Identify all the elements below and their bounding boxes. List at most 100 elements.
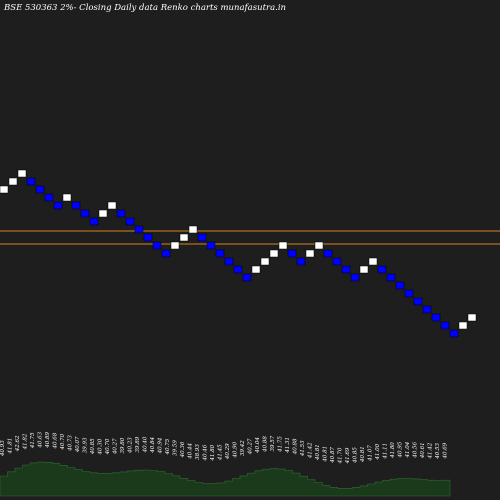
renko-brick-up <box>458 321 468 330</box>
volume-label: 40.73 <box>68 435 74 452</box>
renko-brick-down <box>386 273 396 282</box>
renko-brick-down <box>206 241 216 250</box>
renko-brick-down <box>161 249 171 258</box>
renko-brick-down <box>287 249 297 258</box>
volume-label: 41.69 <box>345 447 351 464</box>
volume-label: 39.93 <box>83 437 89 453</box>
renko-brick-up <box>251 265 261 274</box>
volume-label: 40.95 <box>398 441 404 458</box>
volume-label: 41.80 <box>210 444 216 461</box>
volume-label: 40.88 <box>263 436 269 453</box>
renko-brick-up <box>260 257 270 266</box>
volume-label: 40.70 <box>105 438 111 455</box>
volume-label: 40.23 <box>128 437 134 454</box>
renko-brick-down <box>395 281 405 290</box>
volume-label: 39.89 <box>135 436 141 452</box>
renko-brick-down <box>422 305 432 314</box>
renko-brick-down <box>341 265 351 274</box>
volume-shape <box>0 461 451 497</box>
level-lines <box>0 230 500 245</box>
volume-label: 41.70 <box>338 447 344 464</box>
volume-label: 39.80 <box>120 437 126 453</box>
volume-label: 40.85 <box>90 438 96 455</box>
volume-label: 41.11 <box>383 443 389 460</box>
volume-label: 38.93 <box>195 444 201 460</box>
volume-label: 41.07 <box>368 445 374 462</box>
chart-title: BSE 530363 2%- Closing Daily data Renko … <box>3 3 286 13</box>
volume-label: 40.93 <box>0 440 6 457</box>
renko-brick-down <box>233 265 243 274</box>
volume-label: 41.42 <box>428 442 434 459</box>
volume-label: 41.00 <box>375 443 381 460</box>
volume-label: 41.81 <box>8 438 14 455</box>
renko-brick-down <box>431 313 441 322</box>
renko-brick-down <box>26 177 36 186</box>
renko-brick-down <box>143 233 153 242</box>
renko-brick-down <box>197 233 207 242</box>
volume-area <box>0 461 451 497</box>
volume-label: 40.85 <box>353 447 359 464</box>
volume-label: 41.75 <box>278 436 284 453</box>
renko-brick-up <box>314 241 324 250</box>
renko-brick-down <box>89 217 99 226</box>
renko-brick-down <box>413 297 423 306</box>
renko-brick-down <box>44 193 54 202</box>
renko-brick-up <box>368 257 378 266</box>
renko-brick-up <box>170 241 180 250</box>
renko-brick-down <box>215 249 225 258</box>
volume-label: 40.88 <box>293 438 299 455</box>
volume-label: 41.04 <box>405 441 411 458</box>
volume-label: 41.45 <box>218 444 224 461</box>
volume-label: 40.81 <box>360 446 366 463</box>
renko-brick-up <box>467 313 477 322</box>
renko-brick-down <box>80 209 90 218</box>
renko-brick-down <box>449 329 459 338</box>
renko-brick-up <box>62 193 72 202</box>
volume-label: 40.36 <box>180 441 186 458</box>
renko-brick-down <box>332 257 342 266</box>
volume-label: 41.53 <box>300 440 306 457</box>
renko-brick-up <box>179 233 189 242</box>
volume-label: 40.69 <box>443 442 449 459</box>
volume-label: 40.75 <box>165 438 171 455</box>
volume-label: 40.63 <box>38 431 44 448</box>
volume-label: 41.82 <box>23 433 29 450</box>
volume-label: 42.62 <box>15 435 21 452</box>
renko-brick-up <box>98 209 108 218</box>
volume-label: 39.42 <box>240 440 246 456</box>
renko-brick-up <box>17 169 27 178</box>
volume-label: 41.31 <box>285 437 291 454</box>
volume-label: 40.46 <box>203 444 209 461</box>
volume-label: 41.42 <box>308 442 314 459</box>
volume-label: 40.70 <box>60 433 66 450</box>
volume-label: 40.40 <box>143 436 149 453</box>
volume-label: 40.04 <box>255 437 261 454</box>
volume-label: 40.81 <box>315 444 321 461</box>
renko-brick-down <box>323 249 333 258</box>
renko-brick-down <box>134 225 144 234</box>
renko-brick-down <box>125 217 135 226</box>
volume-label: 40.56 <box>413 442 419 459</box>
renko-bricks <box>0 169 477 338</box>
volume-label: 40.44 <box>188 443 194 460</box>
volume-label: 40.90 <box>233 441 239 458</box>
volume-label: 40.27 <box>113 438 119 455</box>
volume-label: 40.27 <box>248 438 254 455</box>
volume-label: 40.94 <box>158 437 164 454</box>
renko-brick-down <box>35 185 45 194</box>
volume-label: 40.81 <box>323 446 329 463</box>
volume-label: 40.30 <box>98 438 104 455</box>
renko-brick-down <box>377 265 387 274</box>
volume-label: 40.84 <box>150 436 156 453</box>
volume-label: 40.07 <box>75 436 81 453</box>
renko-brick-down <box>224 257 234 266</box>
renko-brick-down <box>152 241 162 250</box>
renko-brick-up <box>305 249 315 258</box>
renko-brick-up <box>107 201 117 210</box>
renko-brick-up <box>8 177 18 186</box>
volume-labels: 40.93 41.81 42.62 41.82 41.75 40.63 40.89 40.68… <box>0 431 449 464</box>
renko-brick-down <box>440 321 450 330</box>
volume-label: 39.57 <box>270 435 276 451</box>
volume-label: 40.61 <box>420 442 426 459</box>
